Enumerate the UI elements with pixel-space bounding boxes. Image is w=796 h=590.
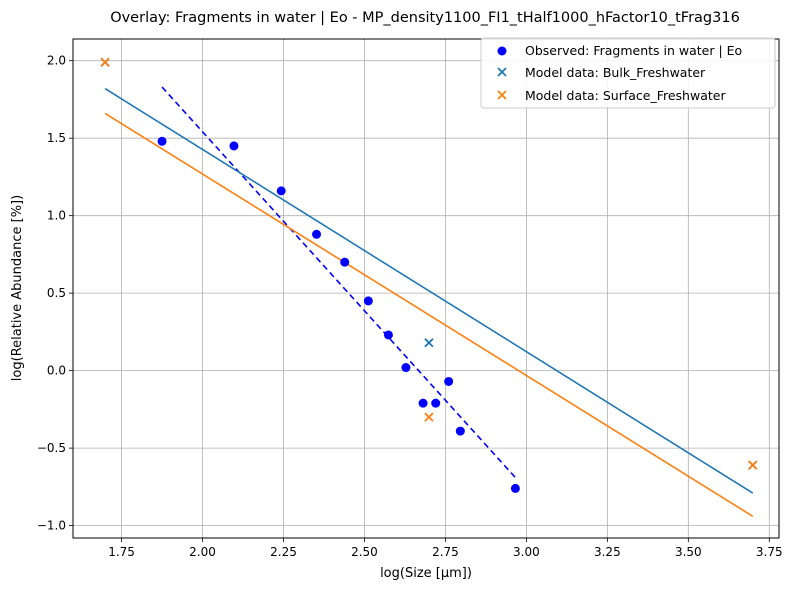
legend-bulk-marker (497, 67, 507, 77)
point-observed (431, 398, 441, 408)
y-tick-label: 1.5 (47, 131, 66, 145)
x-tick-label: 2.00 (189, 545, 216, 559)
x-tick-label: 2.75 (432, 545, 459, 559)
fit-line-surface (104, 112, 754, 517)
y-tick-label: 0.0 (47, 364, 66, 378)
fit-lines (104, 86, 754, 517)
grid (73, 39, 779, 538)
point-surface (100, 57, 110, 67)
chart-title: Overlay: Fragments in water | Eo - MP_de… (110, 10, 740, 26)
y-tick-label: −0.5 (37, 441, 66, 455)
point-surface (424, 412, 434, 422)
legend-surface-marker (497, 90, 507, 100)
y-tick-label: 2.0 (47, 54, 66, 68)
point-observed (229, 141, 239, 151)
point-observed (157, 136, 167, 146)
x-tick-label: 3.50 (675, 545, 702, 559)
y-tick-label: −1.0 (37, 519, 66, 533)
x-tick-label: 3.75 (756, 545, 783, 559)
legend-bulk-label: Model data: Bulk_Freshwater (525, 65, 706, 80)
plot-area (72, 38, 780, 539)
x-tick-label: 3.25 (594, 545, 621, 559)
y-tick-label: 0.5 (47, 286, 66, 300)
point-bulk (424, 338, 434, 348)
x-axis-label: log(Size [μm]) (380, 566, 472, 581)
point-observed (455, 426, 465, 436)
legend-surface-label: Model data: Surface_Freshwater (525, 88, 726, 103)
fit-line-bulk (104, 87, 754, 494)
point-observed (510, 483, 520, 493)
x-tick-label: 1.75 (108, 545, 135, 559)
point-observed (383, 330, 393, 340)
x-tick-label: 2.50 (351, 545, 378, 559)
legend-observed-marker (497, 46, 507, 56)
point-surface (748, 460, 758, 470)
y-axis-label: log(Relative Abundance [%]) (10, 195, 25, 381)
y-tick-label: 1.0 (47, 209, 66, 223)
point-observed (363, 296, 373, 306)
point-observed (312, 229, 322, 239)
legend-observed-label: Observed: Fragments in water | Eo (525, 43, 742, 58)
fit-line-observed (161, 86, 516, 479)
x-tick-label: 2.25 (270, 545, 297, 559)
point-observed (418, 398, 428, 408)
legend: Observed: Fragments in water | Eo Model … (480, 37, 776, 109)
point-observed (276, 186, 286, 196)
legend-box (480, 37, 776, 109)
data-points (100, 57, 758, 493)
point-observed (401, 363, 411, 373)
axis-ticks: 1.75 2.00 2.25 2.50 2.75 3.00 3.25 3.50 3.75 −1.0… (37, 54, 783, 559)
point-observed (340, 257, 350, 267)
point-observed (444, 376, 454, 386)
x-tick-label: 3.00 (513, 545, 540, 559)
